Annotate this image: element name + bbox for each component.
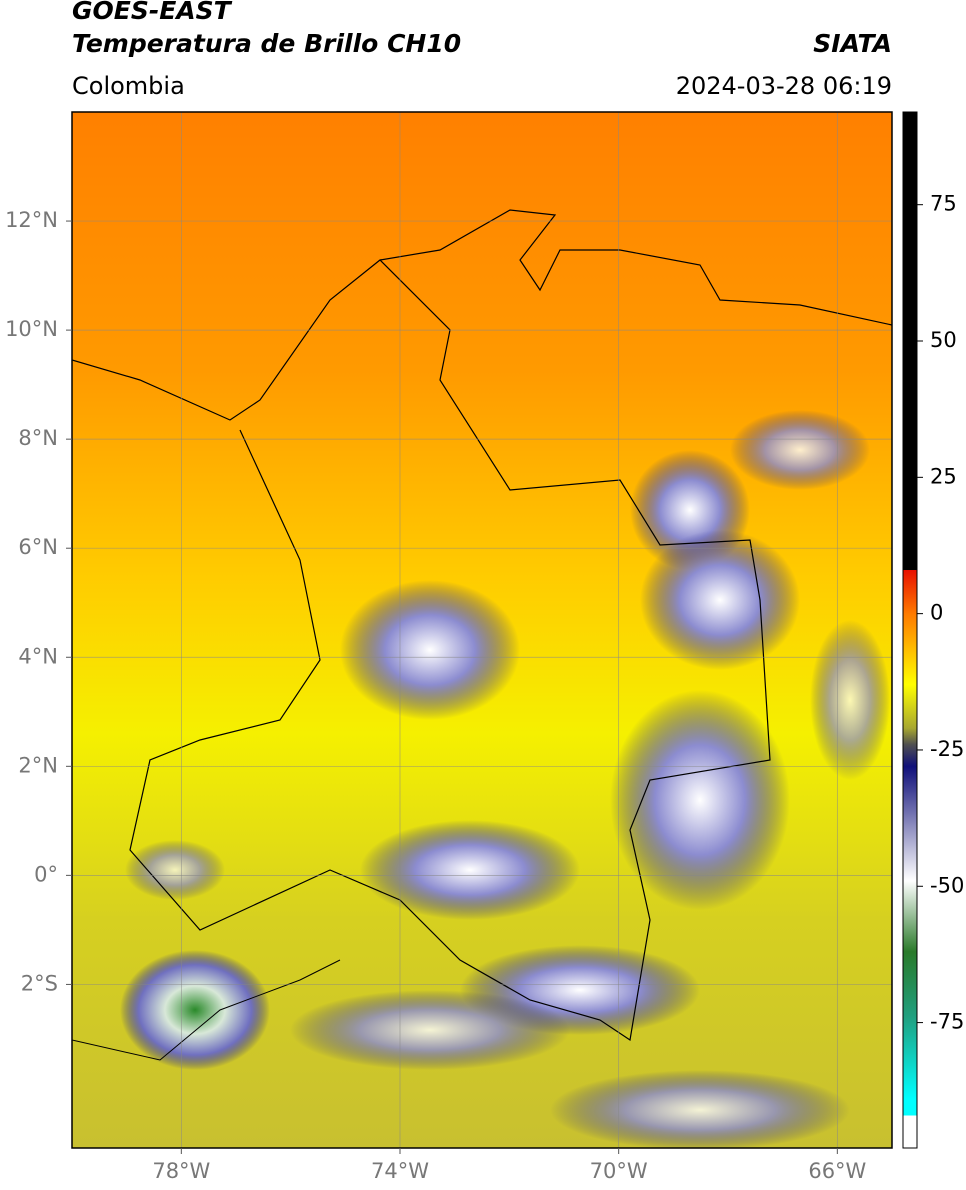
source: SIATA: [813, 29, 892, 58]
title: GOES-EAST: [72, 0, 233, 25]
map-frame: [71, 111, 893, 1149]
y-tick-label: 4°N: [18, 644, 58, 668]
x-tick-label: 70°W: [590, 1159, 648, 1183]
datetime: 2024-03-28 06:19: [676, 72, 892, 100]
colorbar-tick-label: 75: [930, 192, 957, 216]
colorbar-tick-label: 25: [930, 464, 957, 488]
subtitle: Temperatura de Brillo CH10: [72, 29, 461, 58]
y-tick-label: 12°N: [5, 208, 58, 232]
colorbar-tick-label: -75: [930, 1010, 964, 1034]
x-tick-label: 78°W: [152, 1159, 210, 1183]
y-tick-label: 2°N: [18, 753, 58, 777]
y-tick-label: 8°N: [18, 426, 58, 450]
y-tick-label: 6°N: [18, 535, 58, 559]
x-tick-label: 74°W: [371, 1159, 429, 1183]
graticule: [72, 112, 892, 1148]
y-tick-label: 0°: [34, 862, 58, 886]
y-tick-label: 10°N: [5, 317, 58, 341]
y-tick-label: 2°S: [21, 971, 58, 995]
colorbar-tick-label: -50: [930, 873, 964, 897]
colorbar: [902, 111, 918, 1149]
imagery: [72, 112, 892, 1148]
colorbar-tick-label: 50: [930, 328, 957, 352]
x-tick-label: 66°W: [808, 1159, 866, 1183]
colorbar-tick-label: -25: [930, 737, 964, 761]
region: Colombia: [72, 72, 185, 100]
colorbar-tick-label: 0: [930, 601, 943, 625]
